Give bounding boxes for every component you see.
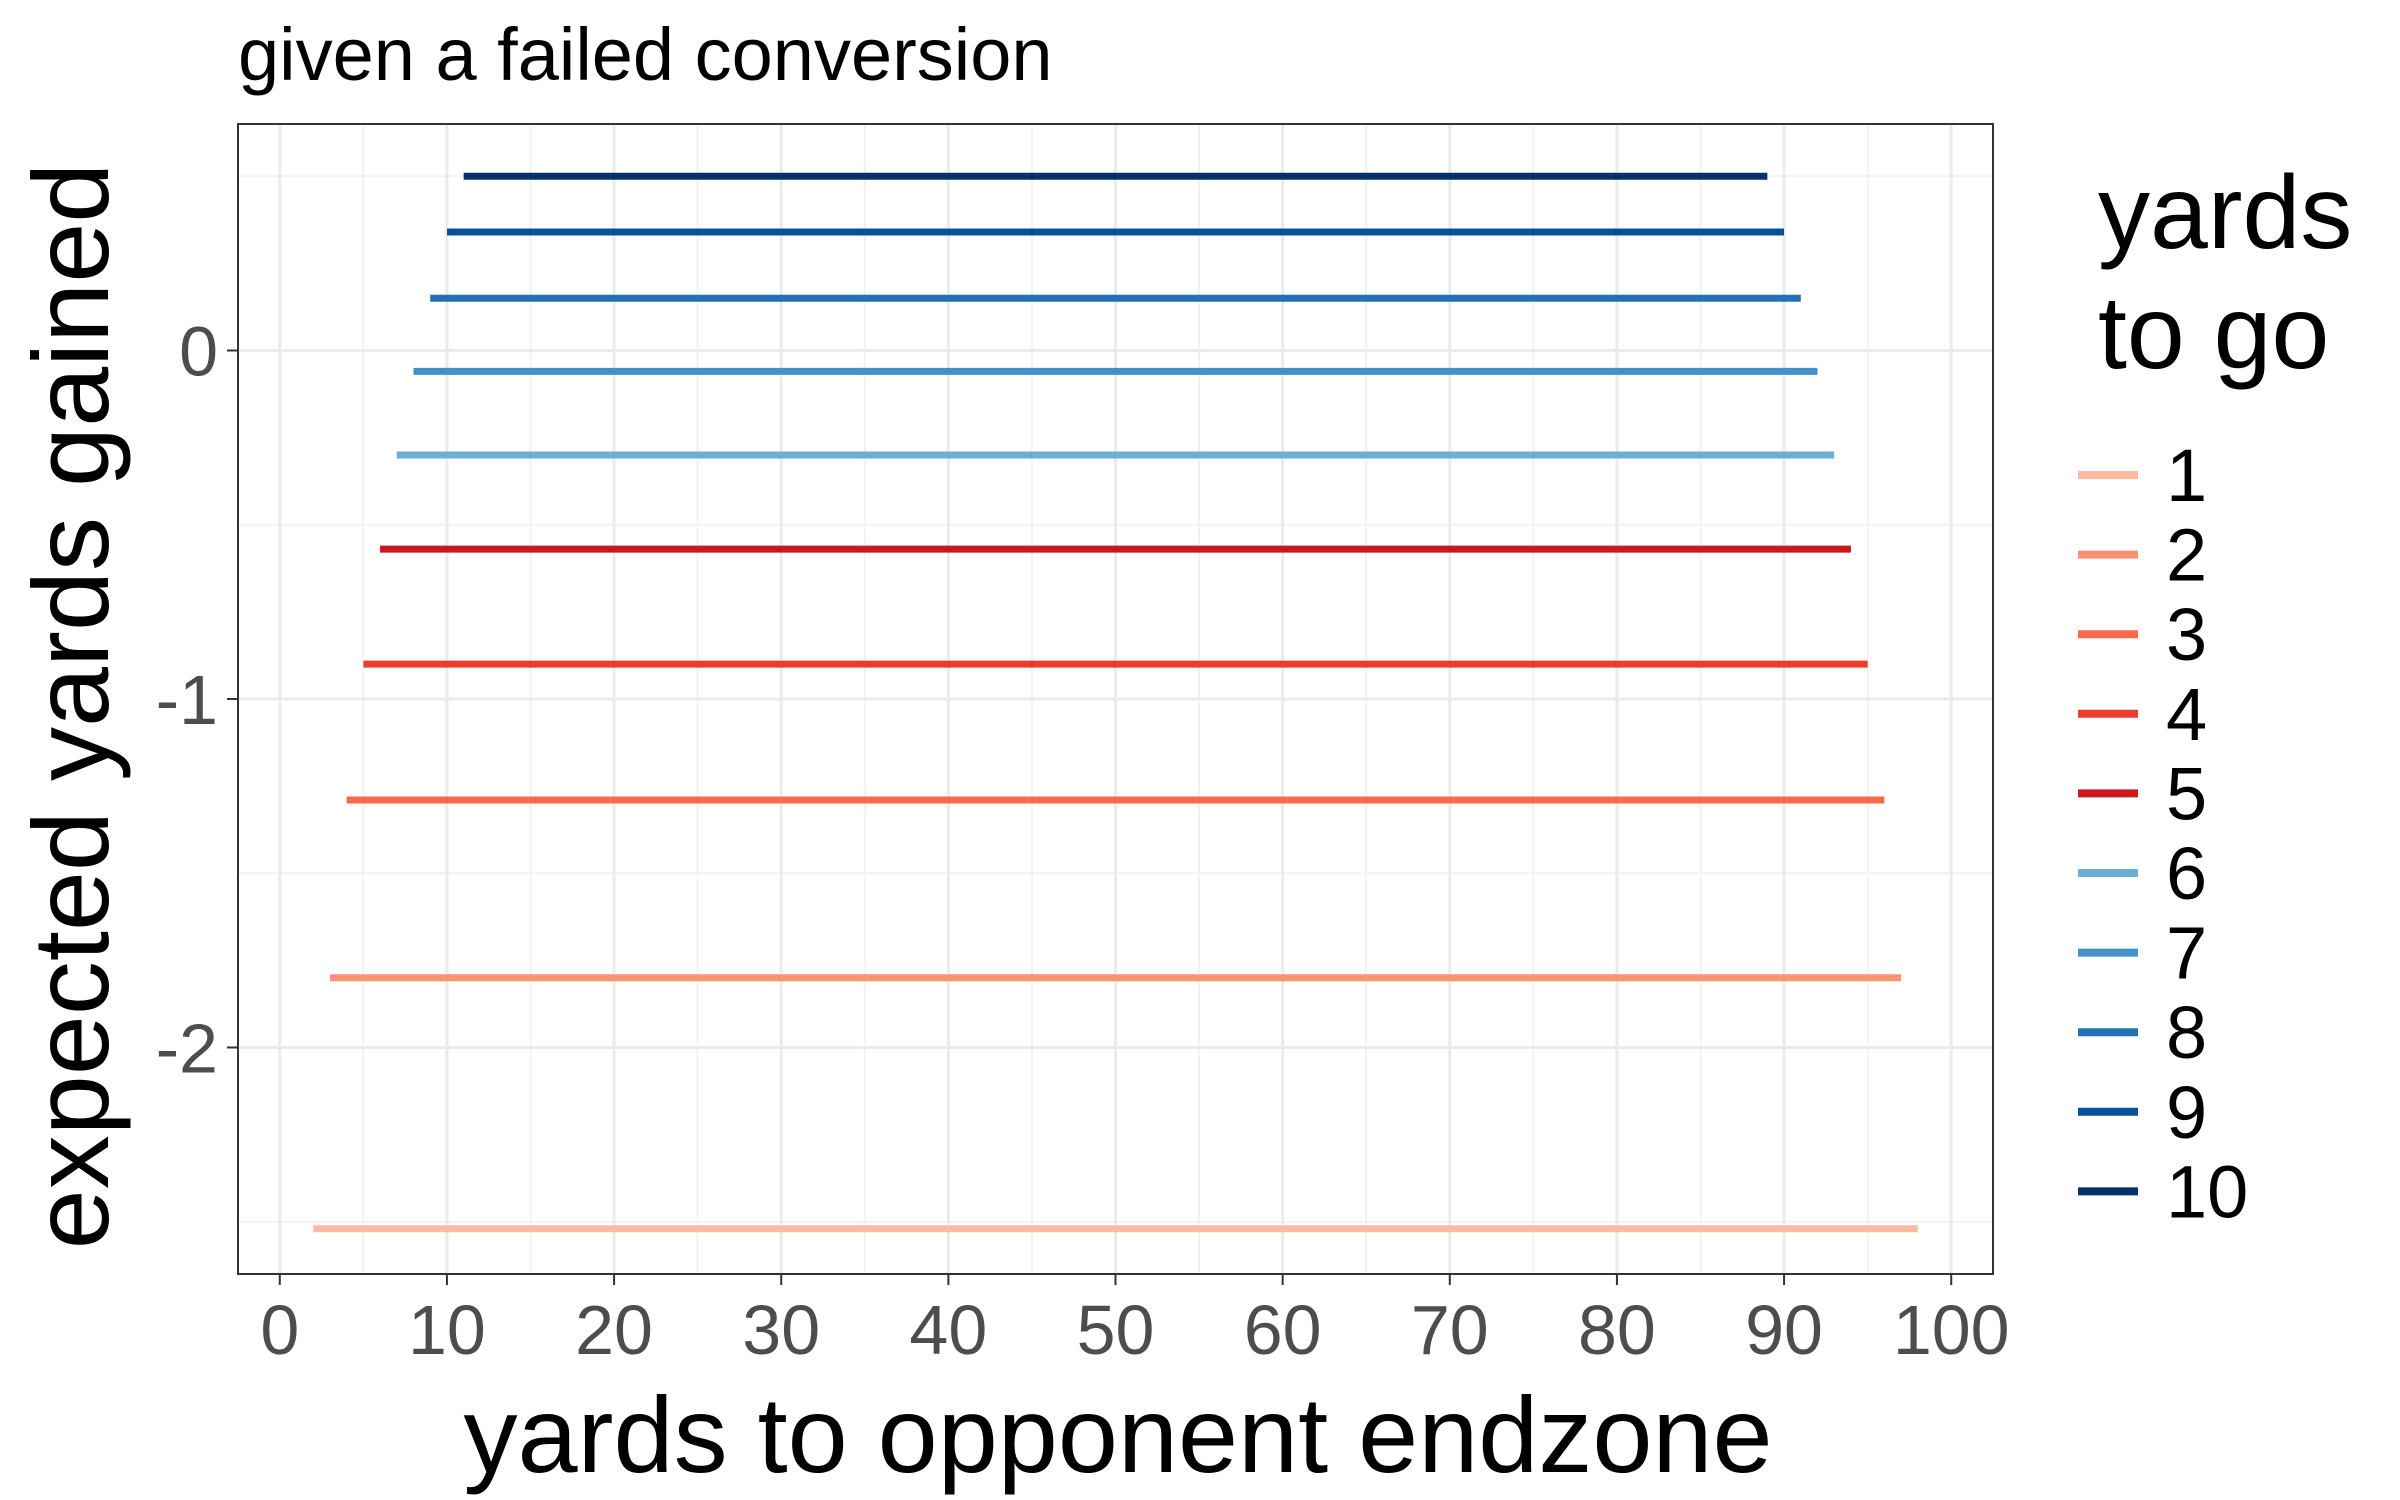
chart-title: given a failed conversion — [238, 13, 1053, 96]
legend-label-7: 7 — [2166, 912, 2207, 995]
x-tick-label: 40 — [909, 1291, 987, 1369]
legend-label-4: 4 — [2166, 673, 2207, 756]
legend-label-1: 1 — [2166, 434, 2207, 517]
legend-label-6: 6 — [2166, 832, 2207, 915]
legend-label-9: 9 — [2166, 1071, 2207, 1154]
legend-label-2: 2 — [2166, 514, 2207, 597]
y-tick-label: 0 — [179, 313, 218, 391]
x-tick-label: 10 — [408, 1291, 486, 1369]
series-layer — [313, 172, 1918, 1233]
x-tick-label: 90 — [1745, 1291, 1823, 1369]
axis-layer: 0 10 20 30 40 50 60 70 80 90 100 0 -1 -2 — [156, 313, 2010, 1369]
x-tick-label: 30 — [742, 1291, 820, 1369]
legend-label-5: 5 — [2166, 752, 2207, 835]
x-axis-title: yards to opponent endzone — [463, 1374, 1772, 1495]
legend-title: to go — [2098, 275, 2329, 391]
legend-label-8: 8 — [2166, 991, 2207, 1074]
y-axis-title: expected yards gained — [10, 163, 131, 1250]
legend-title: yards — [2098, 155, 2352, 271]
x-tick-label: 20 — [575, 1291, 653, 1369]
x-tick-label: 70 — [1411, 1291, 1489, 1369]
x-tick-label: 80 — [1578, 1291, 1656, 1369]
x-tick-label: 60 — [1244, 1291, 1322, 1369]
x-tick-label: 100 — [1893, 1291, 2010, 1369]
x-tick-label: 50 — [1077, 1291, 1155, 1369]
y-tick-label: -1 — [156, 661, 218, 739]
y-tick-label: -2 — [156, 1009, 218, 1087]
legend-label-3: 3 — [2166, 593, 2207, 676]
x-tick-label: 0 — [260, 1291, 299, 1369]
legend-label-10: 10 — [2166, 1150, 2248, 1233]
